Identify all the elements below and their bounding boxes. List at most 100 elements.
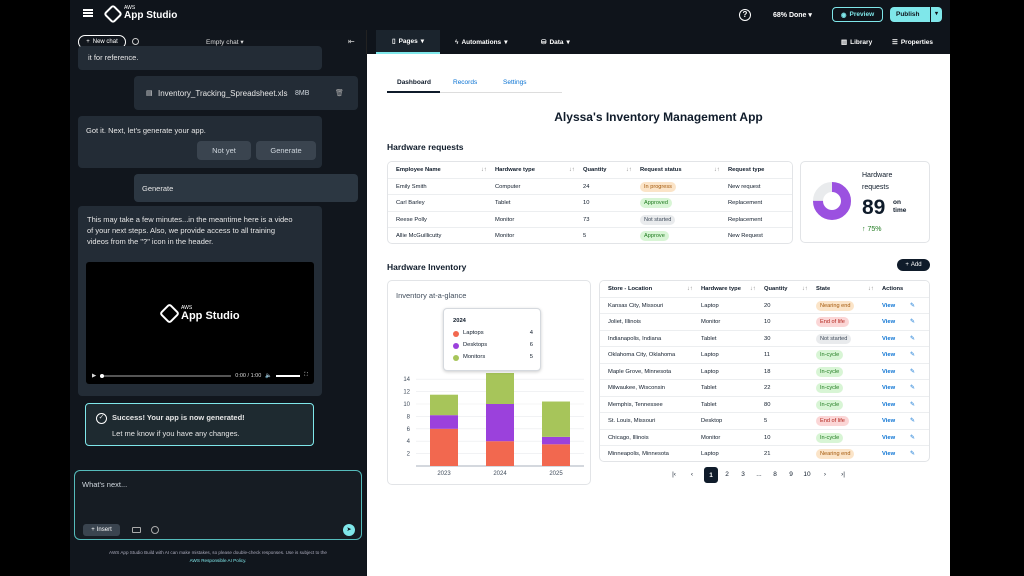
column-header[interactable]: Quantity (583, 167, 607, 173)
tab-automations[interactable]: ϟ Automations ▾ (455, 30, 507, 54)
bar-laptops-2023[interactable] (430, 428, 458, 466)
preview-button[interactable]: ◉ Preview (832, 7, 883, 22)
table-cell: Monitor (495, 233, 515, 239)
not-yet-button[interactable]: Not yet (197, 141, 251, 160)
edit-icon[interactable]: ✎ (910, 352, 915, 358)
edit-icon[interactable]: ✎ (910, 335, 915, 342)
page-number[interactable]: 9 (789, 471, 793, 478)
prev-page-icon[interactable]: ‹ (690, 471, 694, 478)
properties-button[interactable]: ☰ Properties (892, 30, 933, 54)
tab-settings[interactable]: Settings (503, 79, 527, 86)
last-page-icon[interactable]: ›| (841, 471, 845, 478)
bar-monitors-2023[interactable] (430, 394, 458, 416)
tab-dashboard[interactable]: Dashboard (397, 79, 431, 86)
publish-button[interactable]: Publish ▾ (890, 7, 942, 22)
settings-icon[interactable] (132, 38, 139, 45)
state-badge: Not started (816, 333, 852, 344)
edit-icon[interactable]: ✎ (910, 451, 915, 457)
sort-icon[interactable]: ↓↑ (714, 167, 720, 173)
edit-icon[interactable]: ✎ (910, 401, 915, 408)
edit-icon[interactable]: ✎ (910, 319, 915, 325)
edit-icon[interactable]: ✎ (910, 385, 915, 391)
video-logo-name: App Studio (181, 310, 240, 322)
sort-icon[interactable]: ↓↑ (802, 286, 808, 292)
page-number[interactable]: 10 (803, 471, 811, 478)
view-link[interactable]: View (882, 434, 896, 441)
view-link[interactable]: View (882, 302, 896, 309)
publish-dropdown-icon[interactable]: ▾ (930, 7, 942, 22)
generate-button[interactable]: Generate (256, 141, 316, 160)
table-cell: Milwaukee, Wisconsin (608, 385, 666, 391)
view-link[interactable]: View (882, 401, 896, 408)
page-number[interactable]: 2 (725, 471, 729, 478)
sort-icon[interactable]: ↓↑ (687, 286, 693, 292)
view-link[interactable]: View (882, 352, 896, 358)
keyboard-icon[interactable] (132, 527, 141, 533)
video-scrubber[interactable] (100, 373, 232, 378)
tutorial-video[interactable]: AWS App Studio ▶ 0:00 / 1:00 🔈 ⛶ (86, 262, 314, 384)
add-button[interactable]: + Add (897, 259, 930, 271)
status-badge: Not started (640, 214, 676, 225)
view-link[interactable]: View (882, 451, 896, 457)
bar-monitors-2024[interactable] (486, 373, 514, 404)
bar-desktops-2023[interactable] (430, 415, 458, 429)
tab-data-label: Data (549, 38, 564, 46)
menu-icon[interactable] (83, 9, 93, 17)
view-link[interactable]: View (882, 418, 896, 424)
volume-icon[interactable]: 🔈 (265, 372, 273, 379)
column-header[interactable]: Hardware type (701, 286, 741, 292)
tab-data[interactable]: ⛁ Data ▾ (541, 30, 570, 54)
insert-button[interactable]: + Insert (83, 524, 120, 536)
bar-laptops-2025[interactable] (542, 444, 570, 466)
column-header[interactable]: Store - Location (608, 286, 653, 292)
table-cell: Allie McGuillicutty (396, 233, 442, 239)
bar-desktops-2024[interactable] (486, 404, 514, 442)
sort-icon[interactable]: ↓↑ (868, 286, 874, 292)
edit-icon[interactable]: ✎ (910, 418, 915, 424)
tab-pages[interactable]: ▯ Pages ▾ (376, 30, 440, 54)
column-header[interactable]: Hardware type (495, 167, 535, 173)
view-link[interactable]: View (882, 385, 896, 391)
view-link[interactable]: View (882, 335, 896, 342)
view-link[interactable]: View (882, 319, 896, 325)
file-attachment[interactable]: ▤ Inventory_Tracking_Spreadsheet.xls 8MB… (134, 76, 358, 110)
bar-laptops-2024[interactable] (486, 441, 514, 466)
bar-desktops-2025[interactable] (542, 436, 570, 445)
trash-icon[interactable]: 🗑 (335, 90, 344, 97)
view-link[interactable]: View (882, 368, 896, 375)
play-icon[interactable]: ▶ (92, 372, 97, 379)
progress-dropdown[interactable]: 68% Done ▾ (773, 11, 812, 19)
tooltip-name: Monitors (463, 354, 486, 360)
page-number[interactable]: 8 (773, 471, 777, 478)
first-page-icon[interactable]: |‹ (672, 471, 676, 478)
fullscreen-icon[interactable]: ⛶ (304, 372, 308, 378)
sort-icon[interactable]: ↓↑ (626, 167, 632, 173)
library-button[interactable]: ▥ Library (841, 30, 872, 54)
next-page-icon[interactable]: › (823, 471, 827, 478)
column-header[interactable]: Quantity (764, 286, 788, 292)
column-header[interactable]: Request status (640, 167, 682, 173)
column-header[interactable]: Employee Name (396, 167, 441, 173)
page-current[interactable]: 1 (704, 467, 718, 483)
chat-input[interactable]: What's next... + Insert ➤ (74, 470, 362, 540)
column-header[interactable]: Request type (728, 167, 765, 173)
target-icon[interactable] (151, 526, 159, 534)
edit-icon[interactable]: ✎ (910, 302, 915, 309)
send-icon[interactable]: ➤ (343, 524, 355, 536)
sort-icon[interactable]: ↓↑ (750, 286, 756, 292)
edit-icon[interactable]: ✎ (910, 368, 915, 375)
column-header[interactable]: State (816, 286, 831, 292)
volume-slider[interactable] (276, 374, 301, 377)
collapse-panel-icon[interactable]: ⇤ (348, 37, 355, 46)
responsible-ai-link[interactable]: AWS Responsible AI Policy. (189, 558, 247, 563)
page-number[interactable]: 3 (741, 471, 745, 478)
edit-icon[interactable]: ✎ (910, 434, 915, 441)
sort-icon[interactable]: ↓↑ (481, 167, 487, 173)
chat-title-dropdown[interactable]: Empty chat ▾ (206, 38, 244, 46)
sort-icon[interactable]: ↓↑ (569, 167, 575, 173)
state-badge: In-cycle (816, 383, 844, 393)
help-icon[interactable]: ? (739, 9, 751, 21)
column-header[interactable]: Actions (882, 286, 904, 292)
bar-monitors-2025[interactable] (542, 401, 570, 437)
tab-records[interactable]: Records (453, 79, 478, 86)
